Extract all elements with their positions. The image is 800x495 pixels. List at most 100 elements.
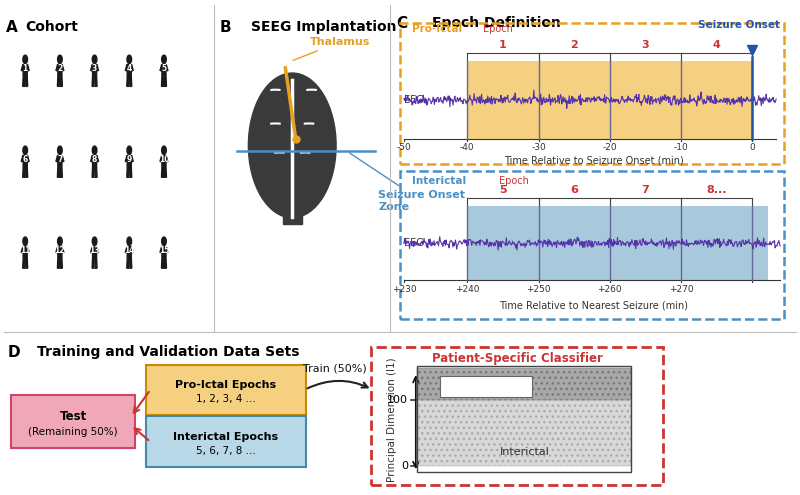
Polygon shape	[62, 64, 64, 71]
Circle shape	[127, 55, 131, 63]
Text: 13: 13	[90, 247, 100, 255]
Polygon shape	[26, 256, 28, 268]
Polygon shape	[58, 155, 62, 165]
Polygon shape	[62, 155, 64, 162]
Text: -30: -30	[531, 144, 546, 152]
Polygon shape	[130, 256, 132, 268]
Text: 5: 5	[499, 185, 506, 195]
Polygon shape	[96, 247, 98, 253]
Polygon shape	[22, 64, 24, 71]
Polygon shape	[58, 247, 62, 256]
Circle shape	[58, 237, 62, 246]
Polygon shape	[94, 256, 97, 268]
Polygon shape	[126, 247, 128, 253]
Text: Test: Test	[60, 410, 87, 423]
Text: Pro-Ictal Epochs: Pro-Ictal Epochs	[175, 380, 276, 391]
Text: 5: 5	[162, 64, 166, 73]
Text: 2: 2	[570, 40, 578, 50]
Circle shape	[162, 146, 166, 154]
Polygon shape	[22, 155, 24, 162]
Text: -40: -40	[460, 144, 474, 152]
Text: Epoch: Epoch	[483, 24, 513, 34]
Polygon shape	[130, 155, 133, 162]
Text: B: B	[220, 19, 232, 35]
Polygon shape	[160, 247, 162, 253]
Bar	[418, 368, 631, 400]
Ellipse shape	[248, 73, 336, 218]
Text: Time Relative to Seizure Onset (min): Time Relative to Seizure Onset (min)	[504, 155, 684, 165]
Polygon shape	[126, 165, 129, 177]
Polygon shape	[58, 165, 60, 177]
Polygon shape	[90, 64, 93, 71]
Polygon shape	[26, 165, 28, 177]
Text: -10: -10	[674, 144, 689, 152]
Text: Time Relative to Nearest Seizure (min): Time Relative to Nearest Seizure (min)	[499, 300, 689, 310]
Circle shape	[23, 55, 27, 63]
Polygon shape	[22, 256, 25, 268]
Text: (Remaining 50%): (Remaining 50%)	[29, 428, 118, 438]
Text: 0: 0	[750, 144, 755, 152]
Polygon shape	[60, 256, 62, 268]
Text: EEG: EEG	[404, 95, 424, 105]
Text: 7: 7	[58, 155, 62, 164]
Text: 1, 2, 3, 4 ...: 1, 2, 3, 4 ...	[196, 395, 256, 404]
Bar	[467, 61, 752, 139]
Text: SEEG Implantation: SEEG Implantation	[251, 19, 397, 34]
Text: 1: 1	[499, 40, 506, 50]
Polygon shape	[164, 74, 166, 86]
Text: 8: 8	[92, 155, 98, 164]
Text: -20: -20	[602, 144, 617, 152]
Polygon shape	[160, 64, 162, 71]
Polygon shape	[162, 247, 166, 256]
Circle shape	[92, 146, 97, 154]
Polygon shape	[92, 74, 94, 86]
Polygon shape	[56, 155, 58, 162]
Text: 4: 4	[126, 64, 132, 73]
Text: Interictal Epochs: Interictal Epochs	[173, 432, 278, 442]
Circle shape	[92, 55, 97, 63]
Polygon shape	[22, 165, 25, 177]
Polygon shape	[127, 247, 131, 256]
Text: 7: 7	[642, 185, 650, 195]
Text: Train (50%): Train (50%)	[303, 363, 367, 373]
Polygon shape	[22, 74, 25, 86]
Text: +230: +230	[392, 285, 416, 295]
Text: 4: 4	[713, 40, 721, 50]
Text: Epoch Definition: Epoch Definition	[432, 16, 561, 30]
Polygon shape	[26, 155, 29, 162]
Text: 15: 15	[158, 247, 169, 255]
Text: +260: +260	[598, 285, 622, 295]
Text: D: D	[8, 345, 21, 360]
Polygon shape	[130, 165, 132, 177]
Text: 12: 12	[54, 247, 65, 255]
Text: Interictal: Interictal	[412, 176, 466, 186]
Text: C: C	[396, 16, 407, 31]
Text: 2: 2	[58, 64, 62, 73]
Polygon shape	[60, 74, 62, 86]
Polygon shape	[130, 64, 133, 71]
Text: 11: 11	[20, 247, 30, 255]
Text: +270: +270	[669, 285, 694, 295]
Text: +240: +240	[455, 285, 479, 295]
Polygon shape	[60, 165, 62, 177]
Text: 3: 3	[92, 64, 98, 73]
Polygon shape	[62, 247, 64, 253]
Text: 5, 6, 7, 8 ...: 5, 6, 7, 8 ...	[196, 446, 256, 456]
Bar	[418, 366, 631, 472]
Polygon shape	[127, 155, 131, 165]
Bar	[418, 400, 631, 466]
Text: Patient-Specific Classifier: Patient-Specific Classifier	[432, 352, 602, 365]
Polygon shape	[127, 64, 131, 74]
Text: Principal Dimension (I1): Principal Dimension (I1)	[387, 357, 397, 482]
Polygon shape	[26, 64, 29, 71]
FancyBboxPatch shape	[146, 416, 306, 467]
Polygon shape	[130, 74, 132, 86]
Polygon shape	[126, 74, 129, 86]
Circle shape	[58, 55, 62, 63]
Polygon shape	[162, 165, 164, 177]
Polygon shape	[23, 64, 27, 74]
Text: Pro-Ictal: Pro-Ictal	[412, 24, 462, 34]
Polygon shape	[90, 155, 93, 162]
Polygon shape	[126, 256, 129, 268]
Text: +250: +250	[526, 285, 551, 295]
